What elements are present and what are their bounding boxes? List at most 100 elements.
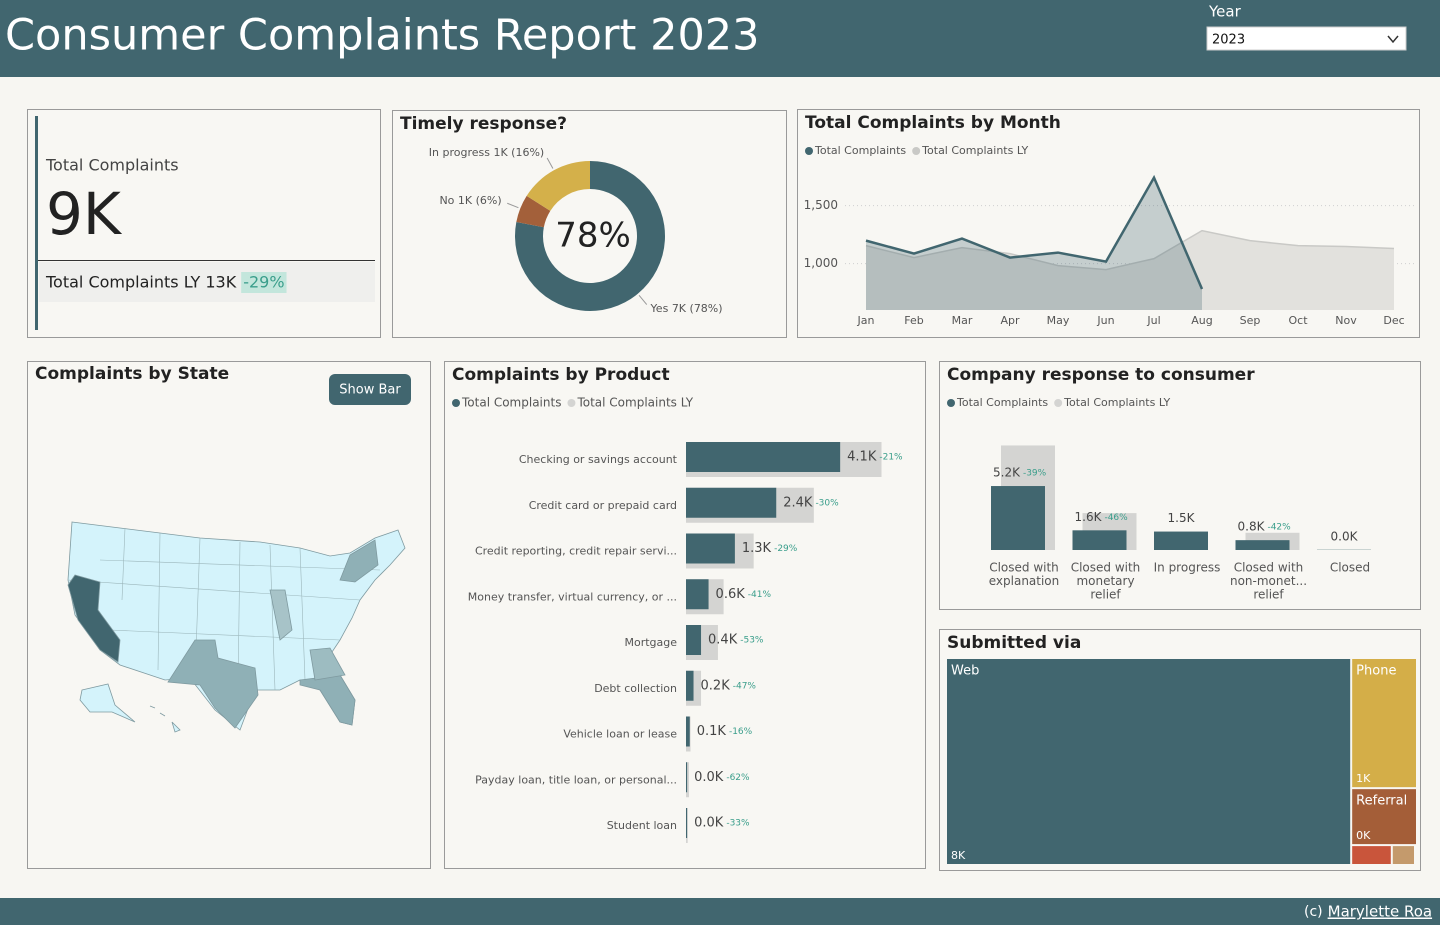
category-label: Payday loan, title loan, or personal... [475,773,677,786]
legend-marker [567,399,576,407]
panel-title: Timely response? [400,114,567,134]
change-label: -42% [1267,523,1291,533]
change-label: -16% [729,727,753,737]
value-label: 0.0K [694,770,724,785]
slice-value: 7K (78%) [672,302,723,315]
category-label: Credit card or prepaid card [529,499,677,512]
donut-slice [514,161,666,312]
value-label: 5.2K [993,466,1021,480]
panel-title: Complaints by State [35,364,229,384]
state-tx [167,639,259,729]
slice-value: 1K (6%) [458,194,502,207]
change-label: -47% [733,681,757,691]
map-borders [67,527,381,691]
category-label: relief [1253,588,1284,602]
category-label: Closed with [1234,561,1304,575]
us-map [67,521,406,733]
bar [686,533,735,564]
value-label: 0.1K [697,724,727,739]
category-label: Student loan [607,819,677,832]
slice-label: Yes 7K (78%) [650,302,723,315]
category-label: Closed with [989,561,1059,575]
change-label: -21% [879,453,903,463]
leader-line [638,295,648,305]
kpi-ly-row [39,262,375,302]
x-tick-label: Dec [1383,314,1404,327]
author-link[interactable]: Marylette Roa [1328,903,1432,921]
y-tick-label: 1,000 [804,256,838,270]
bar [686,442,841,472]
change-label: -29% [774,544,798,554]
tile-label: Referral [1356,794,1407,809]
value-label: 0.6K [716,587,746,602]
x-tick-label: Nov [1335,314,1357,327]
donut-center: 78% [555,216,631,256]
change-label: -33% [726,819,750,829]
x-tick-label: Oct [1288,314,1308,327]
kpi-accent [35,116,38,330]
change-label: -41% [748,590,772,600]
state-ca [67,574,121,663]
legend-label: Total Complaints LY [576,396,693,410]
category-label: explanation [989,574,1060,588]
x-tick-label: Jul [1146,314,1160,327]
button-label[interactable]: Show Bar [339,383,401,398]
tile-value: 8K [951,849,966,862]
header-bar [0,0,1440,77]
area-fill [866,177,1202,310]
legend-marker [912,147,921,155]
bar-ly [686,762,690,798]
year-dropdown[interactable]: 2023 [1206,26,1407,51]
show-bar-button[interactable]: Show Bar [329,374,411,405]
state-ga [309,647,346,681]
x-tick-label: Feb [904,314,923,327]
category-label: Money transfer, virtual currency, or ... [468,590,677,603]
kpi-change-bg [241,272,287,293]
tile-label: Web [951,664,979,679]
category-label: Vehicle loan or lease [563,728,677,741]
legend-marker [805,147,813,155]
button-bg[interactable] [329,374,411,405]
page-title: Consumer Complaints Report 2023 [5,11,760,61]
panel-title: Total Complaints by Month [805,113,1061,133]
donut-slice [526,161,590,211]
area-fill [866,230,1394,310]
change-label: -30% [815,498,839,508]
bar [686,716,690,747]
treemap-tile [947,659,1351,864]
dropdown-value[interactable]: 2023 [1212,33,1245,48]
x-tick-label: Jun [1096,314,1114,327]
state-hi [149,705,181,733]
treemap-tile [1352,789,1416,845]
category-label: monetary [1076,574,1134,588]
kpi-value: 9K [46,180,123,248]
dropdown-box[interactable] [1206,26,1407,51]
value-label: 0.0K [694,816,724,831]
bar [686,762,688,793]
value-label: 2.4K [783,495,813,510]
value-label: 4.1K [847,450,877,465]
slice-category: In progress [429,146,490,159]
bar [686,670,694,701]
category-label: Closed with [1071,561,1141,575]
legend-label: Total Complaints LY [1063,396,1170,409]
series-line [865,174,1204,290]
change-label: -62% [726,773,750,783]
value-label: 1.6K [1075,510,1103,524]
legend-marker [452,399,460,407]
value-label: 1.3K [742,541,772,556]
bar [686,487,777,518]
treemap-tile [1392,846,1414,864]
legend-label: Total Complaints [461,396,561,410]
dropdown-chevron[interactable] [1387,35,1399,44]
value-label: 1.5K [1168,511,1196,525]
x-tick-label: Jan [857,314,875,327]
legend-label: Total Complaints [956,396,1048,409]
donut-slice [516,195,551,228]
category-label: non-monet... [1230,574,1307,588]
bar [686,625,702,655]
legend-marker [947,399,955,407]
kpi-change: -29% [243,273,284,292]
tile-value: 1K [1356,772,1371,785]
